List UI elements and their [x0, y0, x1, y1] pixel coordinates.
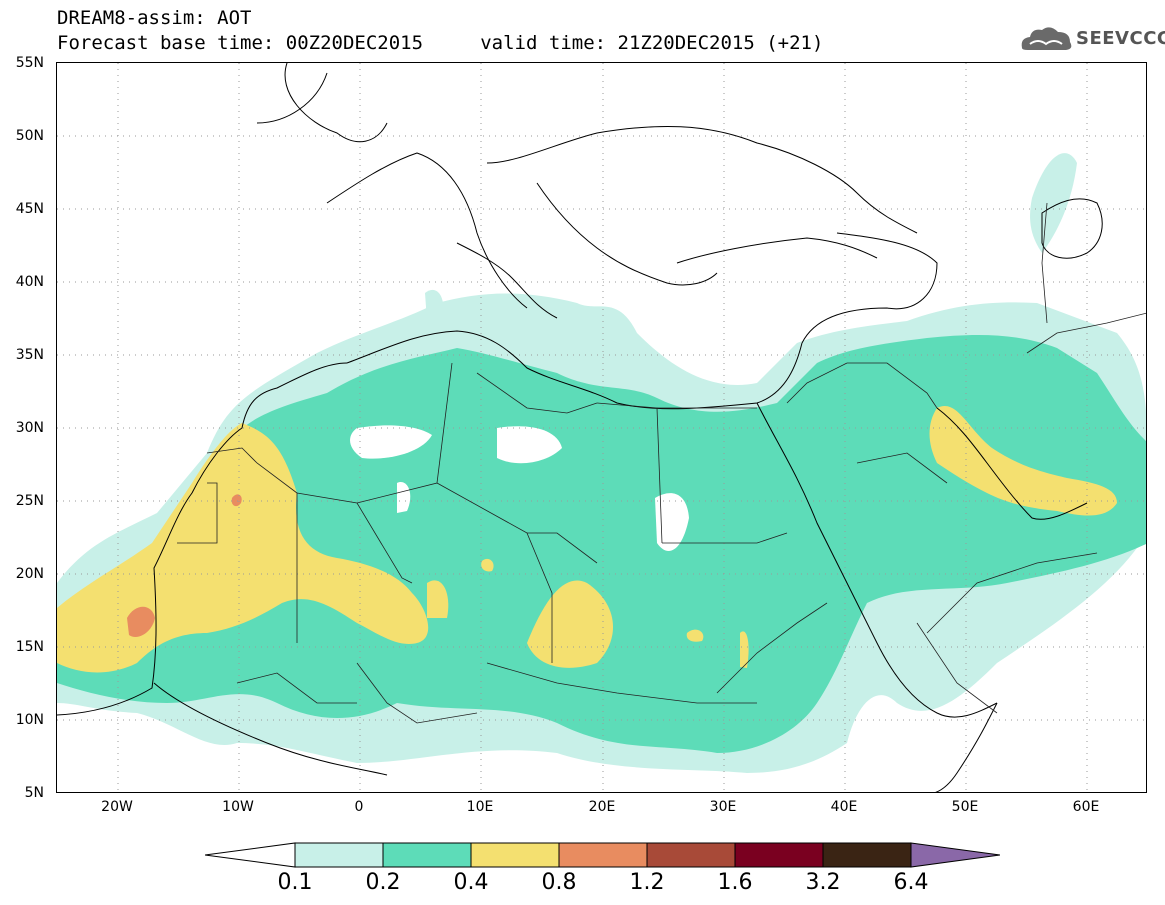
aot-contour-0.4 — [527, 580, 614, 668]
lon-label: 10W — [222, 799, 254, 815]
map-panel — [56, 62, 1147, 793]
lon-label: 30E — [709, 799, 737, 815]
colorbar-swatch — [646, 842, 736, 868]
lat-label: 10N — [15, 712, 44, 728]
seevccc-logo-icon — [1021, 27, 1072, 50]
colorbar-arrow-low — [205, 842, 296, 868]
lon-label: 0 — [354, 799, 364, 815]
lat-label: 45N — [15, 201, 44, 217]
colorbar-label: 3.2 — [805, 870, 841, 895]
lat-label: 15N — [15, 639, 44, 655]
chart-title: DREAM8-assim: AOT — [57, 7, 252, 29]
colorbar-label: 0.1 — [277, 870, 313, 895]
colorbar-swatch — [470, 842, 560, 868]
clear-area — [350, 425, 432, 459]
clear-area — [655, 493, 689, 551]
lat-label: 35N — [15, 347, 44, 363]
colorbar-label: 1.2 — [629, 870, 665, 895]
forecast-time-subtitle: Forecast base time: 00Z20DEC2015 valid t… — [57, 32, 824, 54]
lon-label: 50E — [951, 799, 979, 815]
aot-contour-0.4 — [929, 406, 1117, 516]
lon-label: 10E — [466, 799, 494, 815]
lat-label: 50N — [15, 128, 44, 144]
aot-contour-0.2 — [57, 335, 1146, 753]
colorbar-arrow-high — [910, 842, 1000, 868]
colorbar-label: 0.4 — [453, 870, 489, 895]
aot-contour-0.4 — [686, 629, 704, 642]
lon-label: 60E — [1072, 799, 1100, 815]
aot-contour-0.8 — [231, 494, 242, 507]
lat-label: 30N — [15, 420, 44, 436]
colorbar-label: 0.8 — [541, 870, 577, 895]
colorbar-swatch — [294, 842, 384, 868]
lat-label: 25N — [15, 493, 44, 509]
colorbar-swatch — [822, 842, 912, 868]
aot-contour-0.4 — [427, 580, 449, 618]
aot-contour-0.1 — [1030, 153, 1077, 253]
political-borders — [177, 202, 1146, 724]
lat-label: 40N — [15, 274, 44, 290]
colorbar-label: 1.6 — [717, 870, 753, 895]
lon-label: 40E — [830, 799, 858, 815]
colorbar-swatch — [558, 842, 648, 868]
aot-contour-0.4 — [740, 631, 749, 668]
colorbar-label: 0.2 — [365, 870, 401, 895]
clear-area — [497, 426, 562, 464]
aot-contour-0.4 — [481, 558, 494, 572]
aot-map — [57, 63, 1146, 792]
lon-label: 20E — [588, 799, 616, 815]
colorbar-swatch — [382, 842, 472, 868]
colorbar-label: 6.4 — [893, 870, 929, 895]
lat-label: 20N — [15, 566, 44, 582]
coastlines — [57, 63, 1103, 792]
logo-text: SEEVCCC — [1076, 28, 1165, 49]
lat-label: 5N — [24, 785, 44, 801]
lon-label: 20W — [101, 799, 133, 815]
clear-area — [397, 482, 411, 513]
aot-contour-0.8 — [127, 606, 155, 638]
colorbar — [205, 842, 1000, 868]
lat-label: 55N — [15, 55, 44, 71]
aot-contour-0.1 — [425, 289, 444, 321]
colorbar-swatch — [734, 842, 824, 868]
